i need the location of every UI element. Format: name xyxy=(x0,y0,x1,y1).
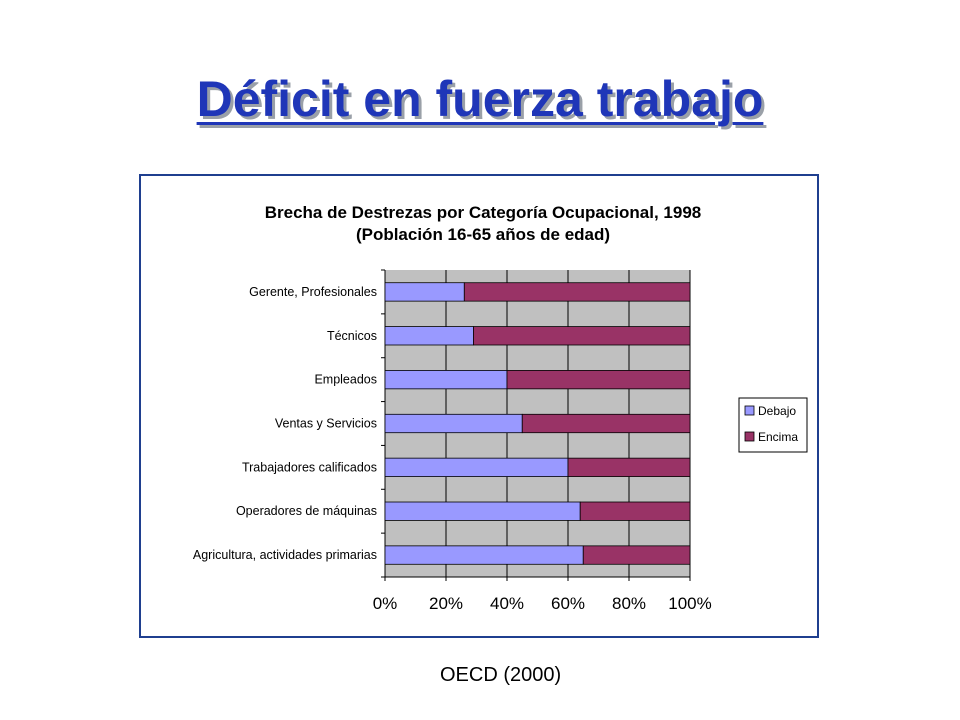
legend-swatch xyxy=(744,431,755,442)
slide-title: Déficit en fuerza trabajo xyxy=(196,71,764,127)
bar-encima xyxy=(473,326,691,346)
category-label: Agricultura, actividades primarias xyxy=(193,548,377,562)
bar-debajo xyxy=(384,501,581,521)
x-tick-label: 40% xyxy=(490,594,524,613)
bar-debajo xyxy=(384,413,523,434)
bar-encima xyxy=(463,282,691,302)
stacked-bar-chart: Brecha de Destrezas por Categoría Ocupac… xyxy=(193,203,808,613)
legend-swatch xyxy=(744,405,755,416)
bar-debajo xyxy=(384,326,474,346)
bar-debajo xyxy=(384,282,465,302)
category-label: Ventas y Servicios xyxy=(275,417,377,431)
category-label: Técnicos xyxy=(327,329,377,343)
x-tick-label: 100% xyxy=(668,594,711,613)
x-tick-label: 80% xyxy=(612,594,646,613)
chart-title: Brecha de Destrezas por Categoría Ocupac… xyxy=(265,203,702,222)
category-label: Trabajadores calificados xyxy=(242,460,377,474)
bar-debajo xyxy=(384,457,569,477)
category-label: Gerente, Profesionales xyxy=(249,285,377,299)
bar-debajo xyxy=(384,545,584,565)
legend: Debajo Encima xyxy=(738,397,808,453)
bar-encima xyxy=(582,545,691,565)
legend-label: Encima xyxy=(758,430,798,444)
chart-frame: Brecha de Destrezas por Categoría Ocupac… xyxy=(139,174,819,638)
source-citation: OECD (2000) xyxy=(440,664,562,686)
bar-encima xyxy=(506,370,691,390)
x-tick-label: 20% xyxy=(429,594,463,613)
bar-encima xyxy=(521,413,691,434)
x-tick-label: 0% xyxy=(373,594,398,613)
category-label: Operadores de máquinas xyxy=(236,504,377,518)
bar-encima xyxy=(567,457,691,477)
legend-label: Debajo xyxy=(758,404,796,418)
bar-encima xyxy=(579,501,691,521)
plot-area: 0% 20% 40% 60% 80% 100% Gerente, Profesionales… xyxy=(193,269,712,613)
category-label: Empleados xyxy=(314,373,377,387)
x-tick-label: 60% xyxy=(551,594,585,613)
chart-subtitle: (Población 16-65 años de edad) xyxy=(356,225,610,244)
bar-debajo xyxy=(384,370,508,390)
